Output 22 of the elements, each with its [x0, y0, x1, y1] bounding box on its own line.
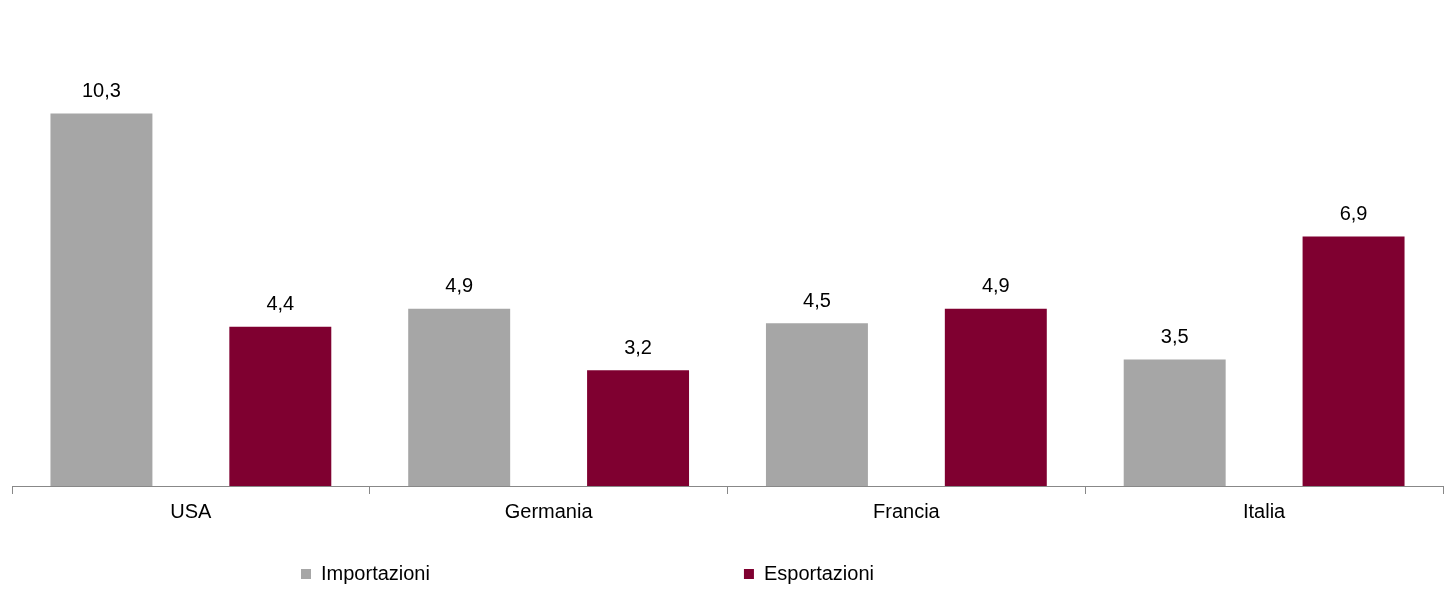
x-tick-label: USA — [170, 499, 213, 522]
data-label: 4,9 — [445, 274, 474, 297]
data-label: 6,9 — [1339, 201, 1368, 224]
bar — [50, 113, 153, 486]
bar — [1302, 236, 1405, 486]
data-label: 10,3 — [81, 79, 121, 101]
bar — [1123, 359, 1226, 486]
data-label: 3,2 — [624, 335, 652, 358]
bar — [408, 308, 511, 486]
data-label: 3,5 — [1160, 324, 1189, 347]
x-tick-label: Germania — [504, 499, 594, 522]
data-label: 4,4 — [266, 292, 295, 315]
x-tick-label: Francia — [873, 499, 941, 522]
bar — [944, 308, 1047, 486]
bar — [229, 326, 332, 486]
data-label: 4,9 — [981, 274, 1010, 297]
legend-label: Importazioni — [321, 561, 710, 584]
legend-label: Esportazioni — [763, 561, 1154, 584]
bar — [765, 323, 868, 486]
bar — [587, 370, 690, 486]
data-label: 4,5 — [803, 288, 831, 311]
x-tick-label: Italia — [1243, 499, 1287, 522]
